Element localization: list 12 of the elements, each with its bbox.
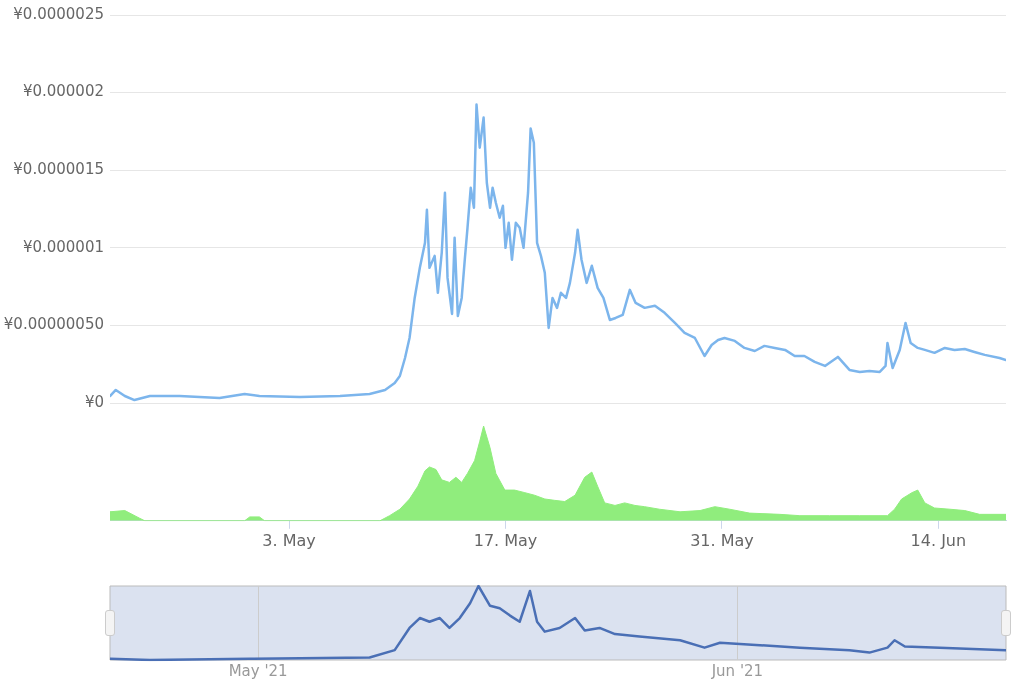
x-tick-label: May '21 <box>228 661 288 680</box>
x-tick-label: 17. May <box>473 530 538 550</box>
y-tick-label: ¥0.0000025 <box>13 4 104 23</box>
y-tick-label: ¥0.000002 <box>22 82 104 101</box>
y-tick-label: ¥0.000001 <box>22 237 104 256</box>
x-tick-label: 14. Jun <box>910 530 967 550</box>
y-tick-label: ¥0 <box>84 392 104 411</box>
y-tick-label: ¥0.00000050 <box>3 315 104 334</box>
x-tick-label: 3. May <box>262 530 316 550</box>
y-tick-label: ¥0.0000015 <box>13 160 104 179</box>
x-tick-label: 31. May <box>690 530 754 550</box>
x-tick-label: Jun '21 <box>710 661 764 680</box>
